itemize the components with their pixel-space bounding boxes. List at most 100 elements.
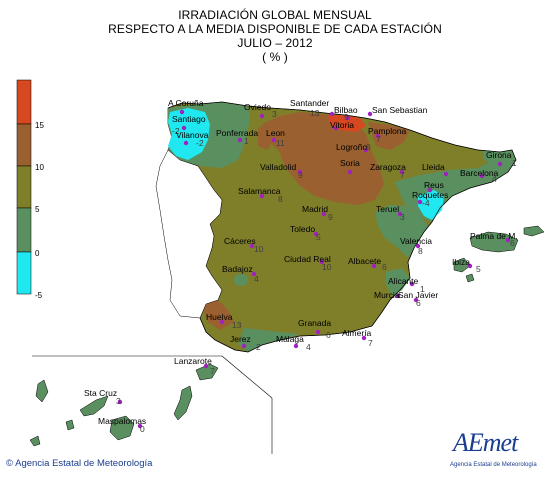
station-name-murcia: Murcia (374, 290, 400, 300)
station-value-girona: 1 (512, 158, 517, 168)
station-value-ciudad-real: 10 (322, 262, 332, 272)
station-value-santiago: -2 (172, 126, 180, 136)
station-marker-sta-cruz (117, 399, 123, 405)
legend-swatch-gt15 (16, 79, 32, 125)
station-value-valencia: 8 (418, 246, 423, 256)
station-value-badajoz: 4 (254, 274, 259, 284)
station-name-badajoz: Badajoz (222, 264, 253, 274)
station-name-roquetes: Roquetes (412, 190, 448, 200)
station-value-huelva: 13 (232, 320, 242, 330)
map-title-units: ( % ) (262, 50, 288, 64)
station-name-caceres: Cáceres (224, 236, 256, 246)
zone-pamplona-brown (368, 122, 410, 150)
zone-huelva-brown (204, 300, 234, 330)
station-marker-almeria (361, 335, 367, 341)
station-name-santiago: Santiago (172, 114, 206, 124)
station-value-sta-cruz: 3 (116, 396, 121, 406)
legend-tick-15: 15 (35, 121, 44, 130)
station-marker-zaragoza (399, 169, 405, 175)
station-name-san-javier: San Javier (398, 290, 438, 300)
station-value-palma-de-m: 6 (510, 238, 515, 248)
station-name-vitoria: Vitoria (330, 120, 354, 130)
station-value-santander: 13 (310, 108, 320, 118)
station-marker-oviedo (259, 113, 265, 119)
station-name-ciudad-real: Ciudad Real (284, 254, 331, 264)
station-name-palma-de-m: Palma de M. (470, 231, 518, 241)
station-layer: A CoruñaSantiago-2Vilanova-2Oviedo3Santa… (84, 98, 518, 434)
station-marker-huelva (219, 319, 225, 325)
station-marker-caceres (249, 243, 255, 249)
legend-swatch-10-15 (16, 123, 32, 167)
island-gomera (65, 419, 75, 431)
station-value-ponferrada: 1 (244, 136, 249, 146)
station-name-teruel: Teruel (376, 204, 399, 214)
zone-north-brown (262, 112, 384, 205)
station-marker-vitoria (333, 125, 339, 131)
station-marker-jerez (241, 343, 247, 349)
station-name-alicante: Alicante (388, 276, 419, 286)
legend-swatch-5-10 (16, 165, 32, 209)
station-name-valladolid: Valladolid (260, 162, 297, 172)
station-marker-ibiza (467, 263, 473, 269)
station-name-oviedo: Oviedo (244, 102, 271, 112)
station-marker-malaga (293, 343, 299, 349)
station-name-santander: Santander (290, 98, 329, 108)
station-name-logrono: Logroño (336, 142, 367, 152)
station-name-malaga: Málaga (276, 334, 304, 344)
station-name-girona: Girona (486, 150, 512, 160)
station-value-valladolid: 9 (298, 170, 303, 180)
aemet-logo: AEmet (453, 428, 518, 457)
station-name-soria: Soria (340, 158, 360, 168)
station-value-bilbao: 9 (344, 112, 349, 122)
station-name-leon: Leon (266, 128, 285, 138)
station-value-barcelona: 4 (492, 174, 497, 184)
station-name-toledo: Toledo (290, 224, 315, 234)
station-marker-a-coruna (179, 109, 185, 115)
station-name-huelva: Huelva (206, 312, 233, 322)
station-marker-santander (329, 111, 335, 117)
station-value-alicante: 1 (420, 284, 425, 294)
station-marker-soria (347, 169, 353, 175)
legend-colorbar (16, 79, 32, 295)
station-marker-ponferrada (237, 137, 243, 143)
station-marker-san-sebastian (367, 111, 373, 117)
station-marker-murcia (395, 293, 401, 299)
station-marker-girona (497, 161, 503, 167)
station-value-teruel: 3 (400, 212, 405, 222)
station-marker-toledo (313, 231, 319, 237)
station-name-zaragoza: Zaragoza (370, 162, 406, 172)
station-value-san-javier: 6 (416, 298, 421, 308)
station-name-maspalomas: Maspalomas (98, 416, 146, 426)
station-marker-reus (427, 187, 433, 193)
station-value-ibiza: 5 (476, 264, 481, 274)
station-value-lanzarote: 7 (210, 366, 215, 376)
station-value-salamanca: 8 (278, 194, 283, 204)
station-name-bilbao: Bilbao (334, 105, 358, 115)
zone-girona-green (482, 150, 514, 166)
station-marker-vilanova (183, 140, 189, 146)
legend-tick-10: 10 (35, 163, 44, 172)
station-name-ibiza: Ibiza (452, 257, 470, 267)
island-formentera (465, 273, 475, 283)
station-marker-granada (315, 329, 321, 335)
portugal (155, 149, 223, 319)
zone-east-green (375, 205, 428, 258)
station-marker-valladolid (297, 169, 303, 175)
zone-galicia-cyan (168, 108, 210, 160)
station-value-oviedo: 3 (272, 109, 277, 119)
mainland-outline (167, 101, 517, 353)
legend-tick-minus5: -5 (35, 291, 43, 300)
station-value-jerez: 2 (256, 342, 261, 352)
station-value-toledo: 5 (316, 232, 321, 242)
station-name-lanzarote: Lanzarote (174, 356, 212, 366)
station-marker-barcelona (479, 173, 485, 179)
station-marker-palma-de-m (505, 237, 511, 243)
station-marker-madrid (321, 211, 327, 217)
station-value-granada: 6 (326, 330, 331, 340)
station-value-maspalomas: 0 (140, 424, 145, 434)
legend-swatch-0-5 (16, 207, 32, 253)
map-title-line-1: IRRADIACIÓN GLOBAL MENSUAL (178, 8, 372, 22)
station-name-valencia: Valencia (400, 236, 432, 246)
legend-tick-5: 5 (35, 205, 40, 214)
